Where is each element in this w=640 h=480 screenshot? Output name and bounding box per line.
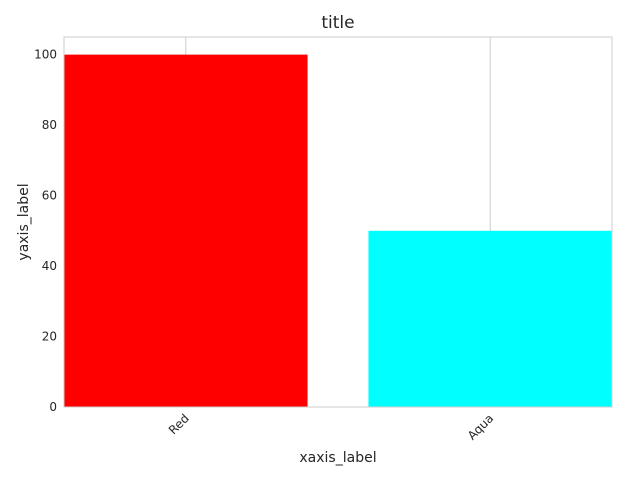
y-tick-label-0: 0	[49, 400, 57, 414]
bar-aqua	[368, 230, 612, 407]
bar-red	[64, 54, 308, 407]
y-tick-label-100: 100	[34, 48, 57, 62]
y-tick-label-80: 80	[42, 118, 57, 132]
y-axis-label: yaxis_label	[16, 183, 32, 260]
plot-area-frame	[63, 36, 613, 408]
chart-title: title	[321, 13, 354, 33]
y-tick-label-60: 60	[42, 189, 57, 203]
bars	[64, 54, 612, 407]
x-axis-label: xaxis_label	[299, 450, 376, 466]
y-tick-label-40: 40	[42, 259, 57, 273]
y-tick-label-20: 20	[42, 330, 57, 344]
